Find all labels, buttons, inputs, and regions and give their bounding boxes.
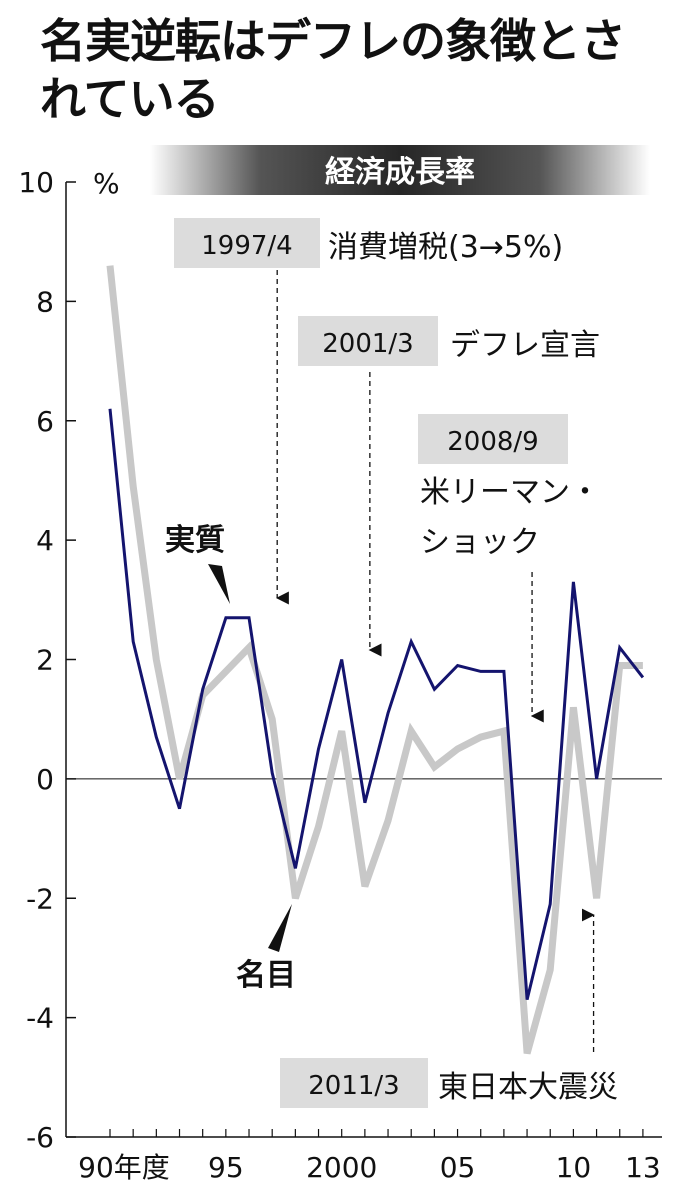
series-lines (106, 265, 645, 1055)
event-date-box (418, 414, 568, 464)
y-tick-label: -4 (26, 1002, 54, 1035)
event-date-box (298, 316, 438, 366)
event-date: 2011/3 (308, 1071, 399, 1101)
event-annotation: 2008/9 米リーマン・ショック (418, 414, 600, 723)
series-line-nominal (106, 265, 643, 1055)
x-tick-label: 95 (208, 1151, 244, 1184)
event-label-line1: 米リーマン・ (420, 475, 600, 510)
x-tick-label: 2000 (306, 1151, 377, 1184)
event-annotation: 2011/3 東日本大震災 (280, 908, 618, 1108)
event-date-box (174, 218, 320, 268)
series-label-real: 実質 (165, 523, 225, 558)
event-label: 消費増税(3→5%) (328, 230, 563, 265)
series-label-pointer (268, 904, 292, 952)
x-tick-label: 13 (625, 1151, 661, 1184)
series-label-nominal: 名目 (236, 958, 296, 993)
y-tick-label: 10 (18, 166, 54, 199)
series-label-pointer (208, 564, 230, 604)
y-tick-label: 2 (36, 644, 54, 677)
event-label-line2: ショック (420, 525, 540, 560)
y-tick-label: 8 (36, 285, 54, 318)
y-tick-label: 0 (36, 763, 54, 796)
chart-headline: 名実逆転はデフレの象徴とされている (40, 14, 626, 126)
y-tick-label: -6 (26, 1121, 54, 1154)
event-date: 2001/3 (322, 329, 413, 359)
y-tick-label: 6 (36, 405, 54, 438)
x-tick-label: 10 (556, 1151, 592, 1184)
x-tick-label: 90年度 (78, 1151, 170, 1184)
event-date: 1997/4 (201, 231, 292, 261)
event-label: 東日本大震災 (438, 1070, 618, 1105)
chart-title: 経済成長率 (325, 155, 475, 190)
y-tick-label: -2 (26, 882, 54, 915)
axes: 10 8 6 4 2 0 -2 -4 -6% 90年度 95 2000 05 10 13 (18, 166, 662, 1184)
y-axis-unit: % (93, 167, 120, 200)
event-label: デフレ宣言 (450, 328, 600, 363)
x-tick-label: 05 (440, 1151, 476, 1184)
event-date: 2008/9 (447, 427, 538, 457)
event-annotation: 2001/3 デフレ宣言 (298, 316, 600, 657)
chart-title-banner (150, 145, 650, 195)
annotations: 1997/4 消費増税(3→5%) 2001/3 デフレ宣言 2008/9 米リーマン・シ… (174, 218, 618, 1108)
y-tick-label: 4 (36, 524, 54, 557)
event-annotation: 1997/4 消費増税(3→5%) (174, 218, 563, 605)
event-date-box (280, 1058, 428, 1108)
series-line-real (108, 408, 645, 1001)
